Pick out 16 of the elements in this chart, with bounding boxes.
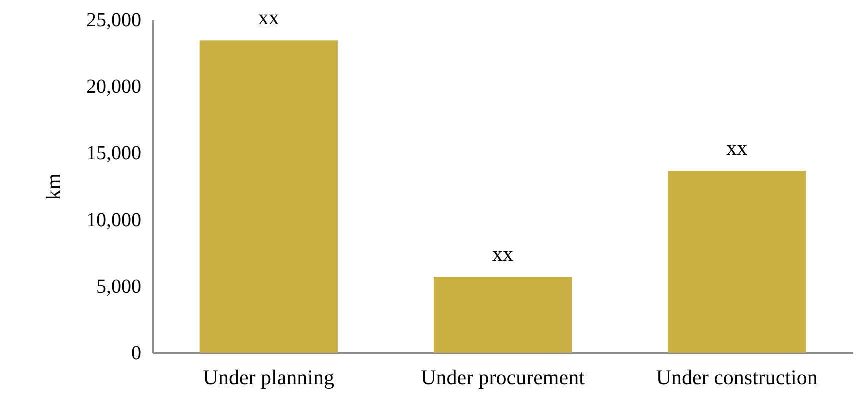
x-tick-label: Under construction [656, 366, 818, 390]
y-tick-label: 20,000 [86, 76, 142, 98]
y-tick-label: 15,000 [86, 142, 142, 165]
data-label: xx [492, 242, 514, 266]
bar [434, 277, 572, 353]
data-label: xx [258, 6, 280, 30]
y-axis-title: km [42, 174, 66, 200]
bar [668, 171, 806, 353]
y-tick-label: 5,000 [96, 276, 142, 298]
y-tick-label: 0 [132, 342, 142, 364]
y-tick-label: 25,000 [86, 10, 142, 32]
x-tick-label: Under procurement [421, 366, 586, 390]
bar [200, 40, 338, 353]
x-tick-label: Under planning [203, 366, 335, 390]
data-label: xx [726, 136, 748, 160]
y-tick-label: 10,000 [86, 209, 142, 232]
